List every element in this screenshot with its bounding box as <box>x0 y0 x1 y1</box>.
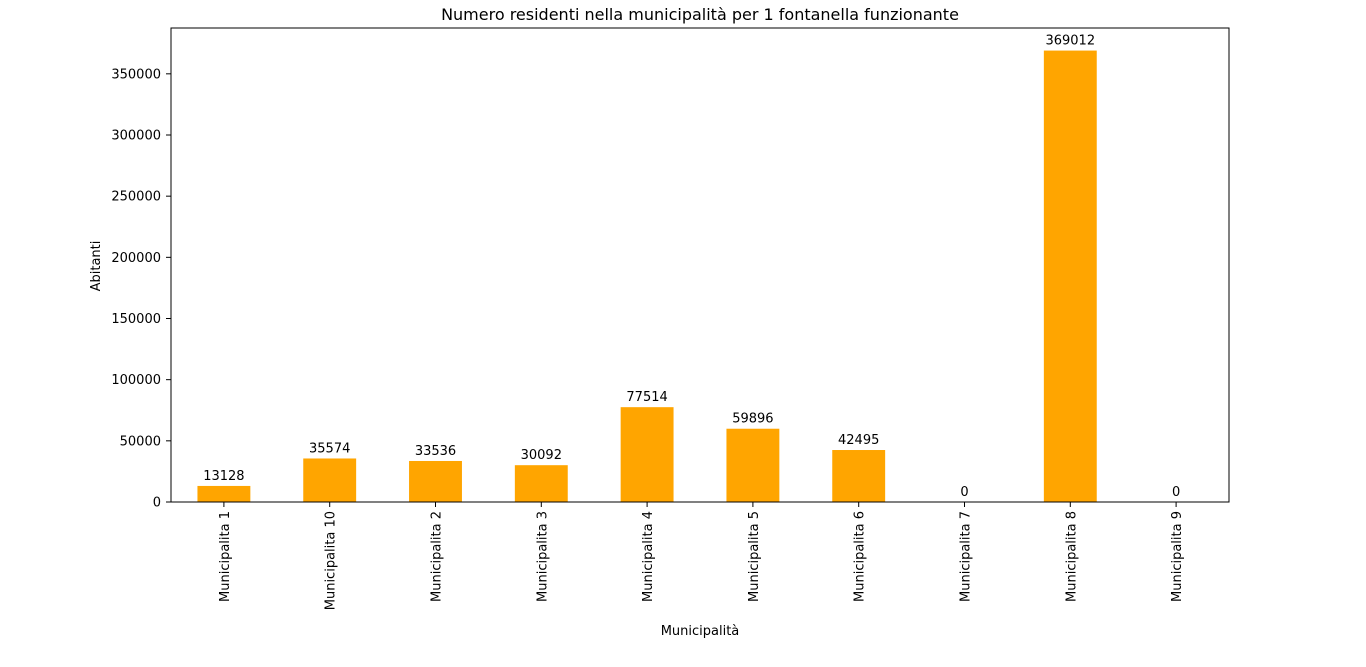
x-tick-label-4: Municipalita 3 <box>535 511 550 602</box>
data-label-4: 30092 <box>521 448 562 463</box>
y-axis-label: Abitanti <box>89 241 104 292</box>
plot-frame <box>170 27 1230 503</box>
x-tick-label-7: Municipalita 6 <box>853 511 868 602</box>
y-tick-label-6: 250000 <box>111 190 161 205</box>
x-tick-label-5: Municipalita 4 <box>641 511 656 602</box>
y-tick-label-5: 200000 <box>111 251 161 266</box>
x-tick-label-1: Municipalita 1 <box>218 511 233 602</box>
bar-3 <box>409 460 462 502</box>
plot-area: 13128 Municipalita 1 35574 Municipalita 10 3… <box>111 27 1230 610</box>
y-tick-label-2: 50000 <box>120 434 161 449</box>
bar-4 <box>514 465 568 502</box>
x-tick-label-6: Municipalita 5 <box>747 511 762 602</box>
x-tick-label-2: Municipalita 10 <box>324 511 339 610</box>
x-tick-label-8: Municipalita 7 <box>959 511 974 602</box>
chart-title: Numero residenti nella municipalità per … <box>441 5 959 24</box>
bar-7 <box>832 450 886 502</box>
x-tick-label-3: Municipalita 2 <box>430 511 445 602</box>
data-label-5: 77514 <box>626 390 667 405</box>
bar-9 <box>1043 50 1097 502</box>
x-axis-label: Municipalità <box>661 624 740 639</box>
data-label-10: 0 <box>1172 485 1180 500</box>
y-tick-label-7: 300000 <box>111 128 161 143</box>
data-label-6: 59896 <box>732 412 773 427</box>
x-tick-label-9: Municipalita 8 <box>1064 511 1079 602</box>
y-tick-label-4: 150000 <box>111 312 161 327</box>
data-label-9: 369012 <box>1045 34 1095 49</box>
data-label-7: 42495 <box>838 433 879 448</box>
bar-6 <box>726 428 780 502</box>
y-tick-label-3: 100000 <box>111 373 161 388</box>
bar-5 <box>620 407 674 502</box>
data-label-1: 13128 <box>203 469 244 484</box>
y-tick-label-8: 350000 <box>111 67 161 82</box>
data-label-8: 0 <box>960 485 968 500</box>
x-tick-label-10: Municipalita 9 <box>1170 511 1185 602</box>
data-label-3: 33536 <box>415 444 456 459</box>
bar-2 <box>303 458 357 502</box>
y-tick-label-1: 0 <box>153 496 161 511</box>
data-label-2: 35574 <box>309 441 350 456</box>
bar-1 <box>197 485 251 502</box>
